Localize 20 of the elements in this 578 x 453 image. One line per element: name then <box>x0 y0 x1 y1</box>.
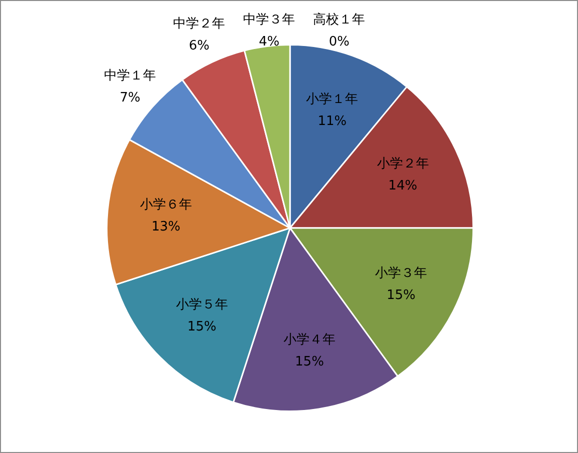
data-label: 15% <box>187 319 216 334</box>
slice-label: 小学４年 <box>283 332 336 348</box>
text: 0% <box>328 34 350 50</box>
slice-label: 小学６年 <box>140 198 192 213</box>
slice-label: 小学１年 <box>306 92 358 108</box>
data-label: 15% <box>295 354 324 370</box>
data-label: 7% <box>120 90 140 106</box>
data-label: 6% <box>188 38 210 54</box>
slice-label: 小学２年 <box>376 156 429 172</box>
data-label: 14% <box>388 178 418 194</box>
slice-label: 中学２年 <box>173 16 226 32</box>
slice-label: 小学３年 <box>375 266 428 281</box>
slice-label: 小学５年 <box>176 297 228 312</box>
slice-label: 中学３年 <box>243 12 296 28</box>
slice-label: 中学１年 <box>104 68 156 84</box>
data-label: 11% <box>318 114 347 130</box>
category-label: 高校１年 <box>313 12 366 28</box>
data-label: 4% <box>258 34 280 50</box>
data-label: 13% <box>151 220 180 235</box>
data-label: 15% <box>386 288 416 303</box>
